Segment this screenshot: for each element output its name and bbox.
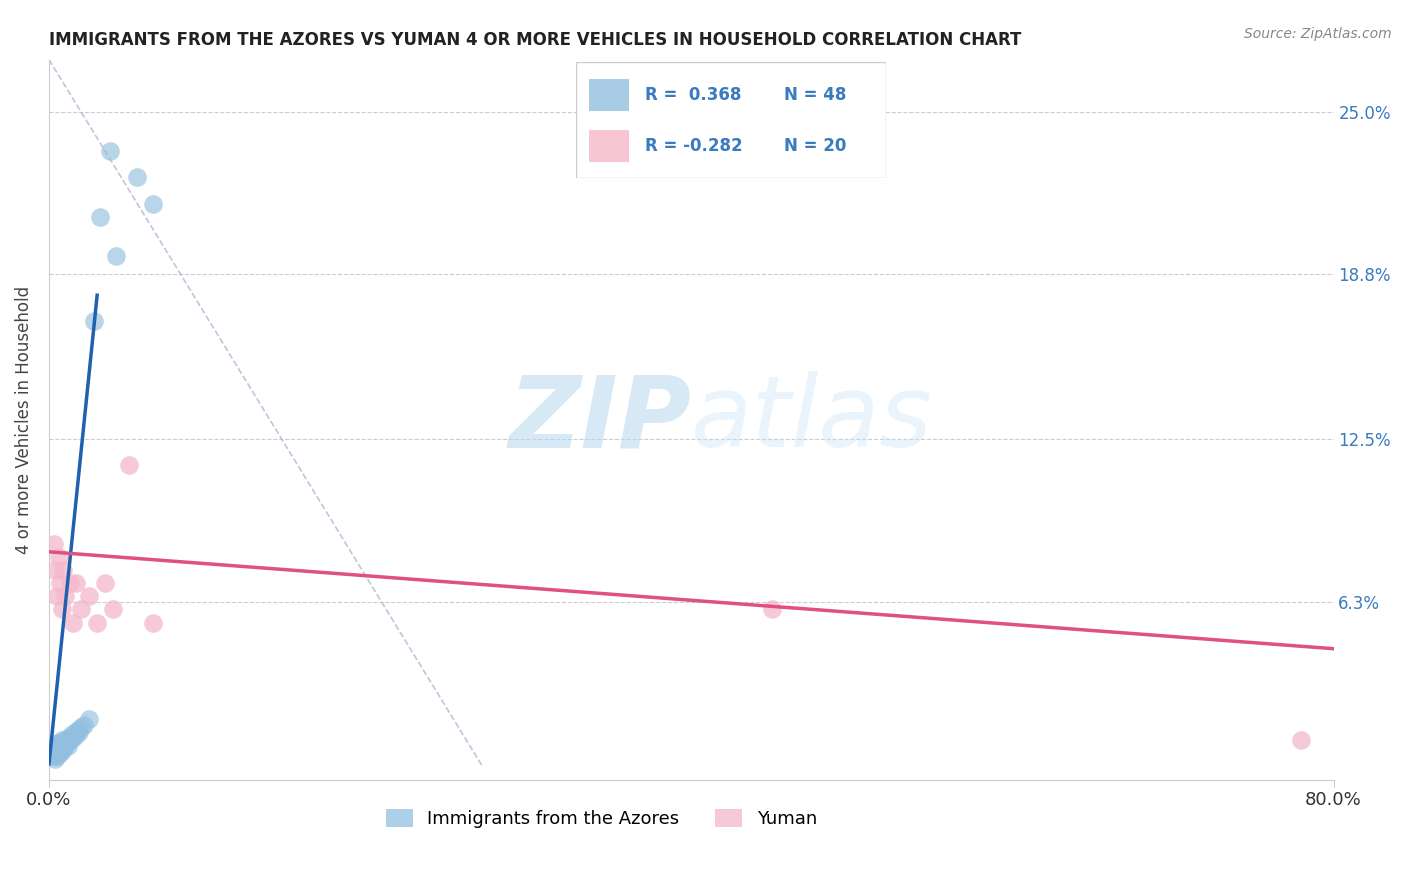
- Bar: [589, 78, 628, 112]
- Point: [94, 576, 117, 591]
- Point: [118, 458, 141, 473]
- Point: [761, 602, 783, 616]
- Point: [46, 741, 69, 756]
- Point: [51, 744, 73, 758]
- Text: IMMIGRANTS FROM THE AZORES VS YUMAN 4 OR MORE VEHICLES IN HOUSEHOLD CORRELATION : IMMIGRANTS FROM THE AZORES VS YUMAN 4 OR…: [49, 31, 1022, 49]
- Point: [98, 145, 121, 159]
- Point: [46, 749, 69, 764]
- Point: [44, 747, 66, 761]
- Text: R = -0.282: R = -0.282: [644, 137, 742, 155]
- Point: [52, 741, 75, 756]
- Point: [42, 537, 65, 551]
- Point: [51, 733, 73, 747]
- Text: Source: ZipAtlas.com: Source: ZipAtlas.com: [1244, 27, 1392, 41]
- Legend: Immigrants from the Azores, Yuman: Immigrants from the Azores, Yuman: [378, 802, 824, 836]
- FancyBboxPatch shape: [576, 62, 886, 178]
- Point: [77, 712, 100, 726]
- Point: [70, 602, 93, 616]
- Bar: [589, 129, 628, 162]
- Point: [39, 747, 62, 761]
- Point: [44, 563, 66, 577]
- Point: [55, 736, 77, 750]
- Point: [42, 749, 65, 764]
- Point: [41, 749, 63, 764]
- Point: [77, 590, 100, 604]
- Point: [49, 736, 72, 750]
- Point: [44, 752, 66, 766]
- Point: [83, 314, 105, 328]
- Y-axis label: 4 or more Vehicles in Household: 4 or more Vehicles in Household: [15, 285, 32, 554]
- Point: [42, 747, 65, 761]
- Point: [49, 576, 72, 591]
- Point: [70, 720, 93, 734]
- Point: [89, 210, 111, 224]
- Point: [48, 747, 70, 761]
- Point: [103, 602, 125, 616]
- Point: [53, 733, 76, 747]
- Point: [48, 550, 70, 565]
- Text: R =  0.368: R = 0.368: [644, 86, 741, 103]
- Point: [51, 739, 73, 753]
- Text: N = 20: N = 20: [783, 137, 846, 155]
- Point: [46, 736, 69, 750]
- Point: [53, 590, 76, 604]
- Point: [73, 717, 96, 731]
- Text: atlas: atlas: [692, 371, 932, 468]
- Point: [46, 590, 69, 604]
- Point: [62, 615, 84, 630]
- Point: [42, 744, 65, 758]
- Point: [48, 739, 70, 753]
- Point: [44, 744, 66, 758]
- Point: [59, 733, 82, 747]
- Point: [62, 731, 84, 745]
- Point: [49, 747, 72, 761]
- Point: [39, 739, 62, 753]
- Point: [127, 170, 149, 185]
- Text: N = 48: N = 48: [783, 86, 846, 103]
- Point: [58, 739, 80, 753]
- Point: [52, 563, 75, 577]
- Point: [69, 725, 91, 739]
- Point: [60, 728, 83, 742]
- Text: ZIP: ZIP: [508, 371, 692, 468]
- Point: [46, 744, 69, 758]
- Point: [51, 602, 73, 616]
- Point: [66, 723, 89, 737]
- Point: [86, 615, 108, 630]
- Point: [41, 741, 63, 756]
- Point: [53, 739, 76, 753]
- Point: [142, 615, 165, 630]
- Point: [1291, 733, 1313, 747]
- Point: [63, 725, 86, 739]
- Point: [105, 249, 128, 263]
- Point: [65, 576, 87, 591]
- Point: [48, 741, 70, 756]
- Point: [142, 196, 165, 211]
- Point: [59, 576, 82, 591]
- Point: [65, 728, 87, 742]
- Point: [41, 744, 63, 758]
- Point: [49, 741, 72, 756]
- Point: [44, 739, 66, 753]
- Point: [58, 731, 80, 745]
- Point: [52, 736, 75, 750]
